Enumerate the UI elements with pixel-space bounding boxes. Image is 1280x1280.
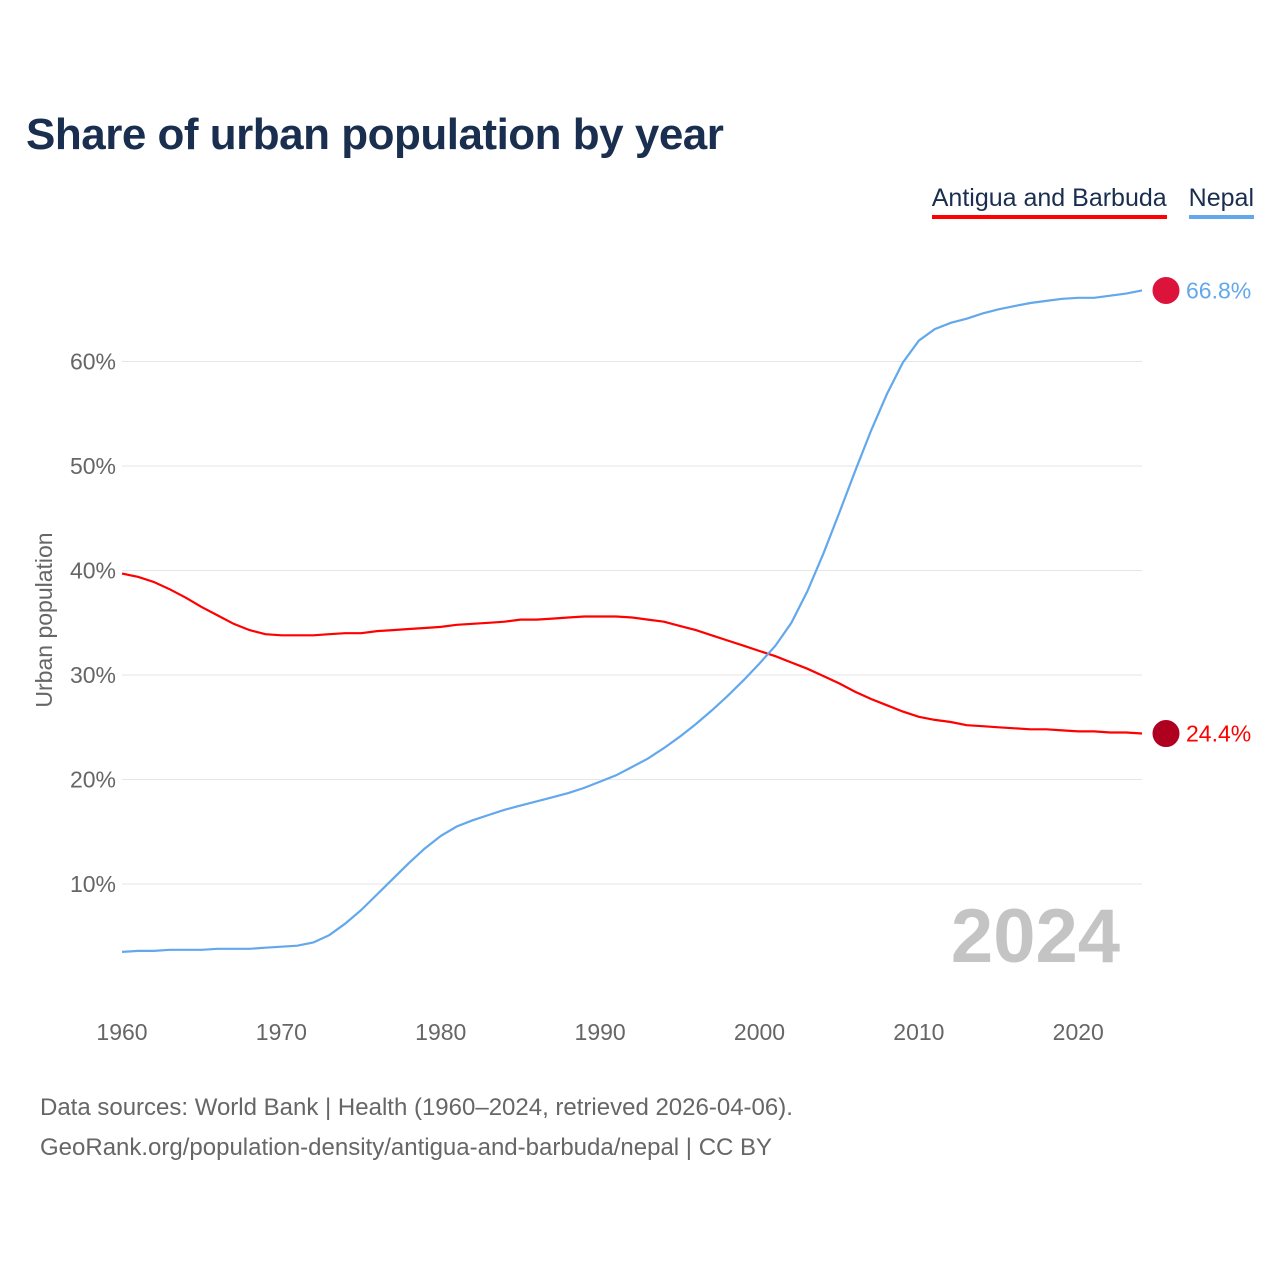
series-line-antigua [121,572,1143,735]
y-tick-label: 50% [70,453,116,479]
source-note: Data sources: World Bank | Health (1960–… [40,1088,793,1168]
x-tick-label: 2010 [893,1019,944,1045]
legend-nepal[interactable]: Nepal [1188,184,1254,219]
end-value-label: 66.8% [1186,277,1251,303]
nepal-flag-icon [1151,275,1181,305]
x-tick-label: 2000 [734,1019,785,1045]
year-watermark: 2024 [951,894,1120,979]
x-tick-label: 1970 [256,1019,307,1045]
chart-title: Share of urban population by year [26,110,724,159]
y-tick-label: 10% [70,871,116,897]
y-tick-label: 30% [70,662,116,688]
x-tick-label: 1960 [96,1019,147,1045]
x-tick-label: 2020 [1053,1019,1104,1045]
source-line-1: Data sources: World Bank | Health (1960–… [40,1094,793,1121]
legend: Antigua and Barbuda Nepal [931,184,1254,219]
x-tick-label: 1980 [415,1019,466,1045]
legend-antigua[interactable]: Antigua and Barbuda [931,184,1167,219]
series-line-nepal [121,289,1143,953]
source-line-2[interactable]: GeoRank.org/population-density/antigua-a… [40,1134,773,1161]
x-tick-label: 1990 [575,1019,626,1045]
antigua-flag-icon [1151,719,1181,749]
y-axis-label: Urban population [31,532,57,707]
end-value-label: 24.4% [1186,721,1251,747]
y-tick-label: 20% [70,767,116,793]
y-tick-label: 60% [70,349,116,375]
y-tick-label: 40% [70,558,116,584]
